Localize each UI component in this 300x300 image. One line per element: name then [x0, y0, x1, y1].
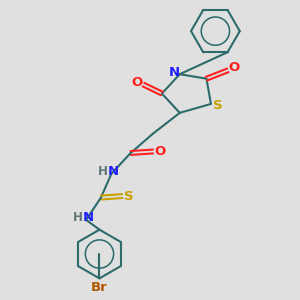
Text: S: S	[213, 99, 222, 112]
Text: H: H	[73, 211, 83, 224]
Text: S: S	[124, 190, 134, 202]
Text: O: O	[154, 145, 165, 158]
Text: H: H	[98, 165, 108, 178]
Text: Br: Br	[91, 281, 108, 294]
Text: N: N	[169, 66, 180, 79]
Text: N: N	[108, 165, 119, 178]
Text: O: O	[131, 76, 142, 89]
Text: O: O	[229, 61, 240, 74]
Text: N: N	[83, 211, 94, 224]
